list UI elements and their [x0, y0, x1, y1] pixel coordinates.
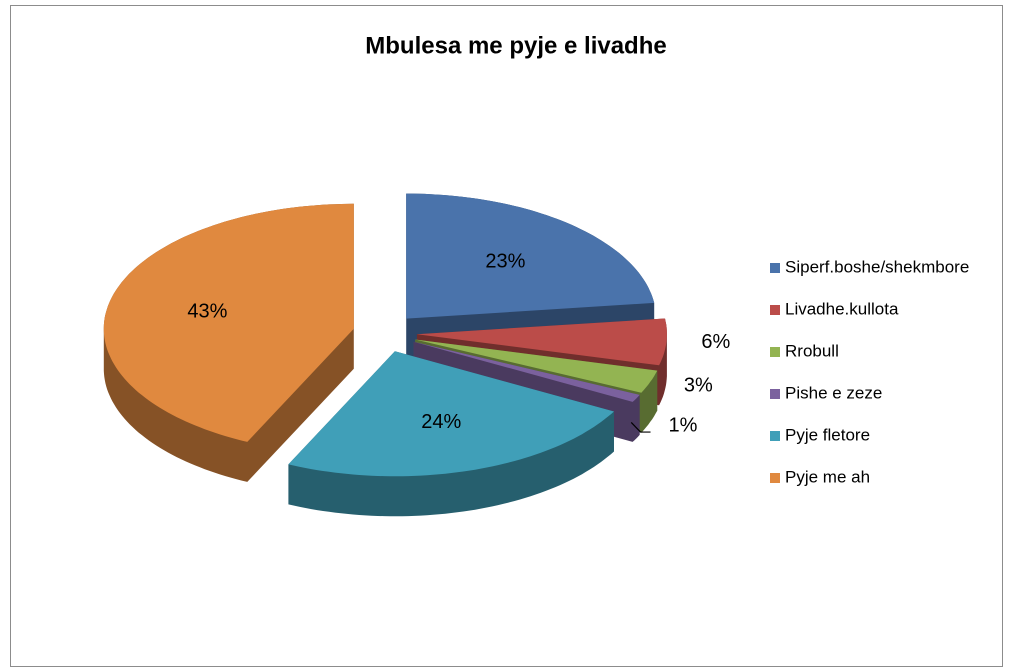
legend-swatch — [770, 263, 780, 273]
slice-top — [416, 318, 667, 366]
data-label: 3% — [684, 374, 713, 396]
slice — [103, 203, 354, 482]
legend-label: Livadhe.kullota — [785, 299, 899, 318]
slice-top — [406, 193, 655, 319]
legend-swatch — [770, 473, 780, 483]
slice — [288, 351, 614, 517]
data-label: 43% — [187, 301, 227, 323]
slice-top — [415, 339, 658, 393]
legend-label: Pyje me ah — [785, 467, 870, 486]
slice-top — [288, 351, 614, 477]
data-label: 23% — [485, 251, 525, 273]
legend-swatch — [770, 305, 780, 315]
legend-swatch — [770, 389, 780, 399]
legend-label: Pyje fletore — [785, 425, 870, 444]
leader-line — [630, 422, 651, 433]
legend-label: Rrobull — [785, 341, 839, 360]
slice — [406, 193, 655, 359]
legend-swatch — [770, 431, 780, 441]
legend-swatch — [770, 347, 780, 357]
data-label: 1% — [669, 414, 698, 436]
slice-top — [103, 203, 354, 442]
data-label: 6% — [701, 331, 730, 353]
chart-title: Mbulesa me pyje e livadhe — [365, 32, 666, 59]
data-label: 24% — [421, 411, 461, 433]
legend-label: Siperf.boshe/shekmbore — [785, 257, 969, 276]
slice-top — [413, 341, 640, 402]
legend-label: Pishe e zeze — [785, 383, 882, 402]
